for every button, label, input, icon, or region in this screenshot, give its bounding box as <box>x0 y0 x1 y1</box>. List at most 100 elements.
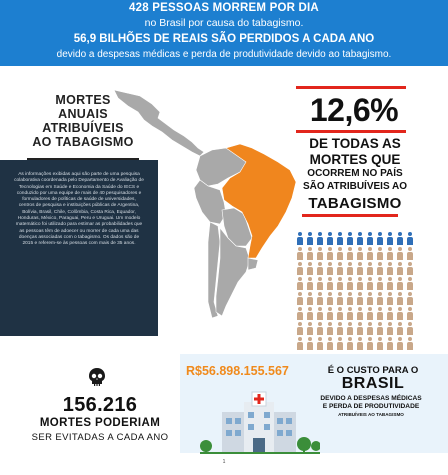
person-icon <box>406 277 413 290</box>
person-icon <box>366 232 373 245</box>
person-icon <box>296 322 303 335</box>
person-icon <box>366 247 373 260</box>
banner-cost-per-year: 56,9 BILHÕES DE REAIS SÃO PERDIDOS A CAD… <box>73 33 375 45</box>
deaths-line-1: MORTES PODERIAM <box>39 417 161 429</box>
banner-cost-subtitle: devido a despesas médicas e perda de pro… <box>56 49 392 60</box>
cost-value: R$56.898.155.567 <box>186 364 289 378</box>
banner-deaths-per-day: 428 PESSOAS MORREM POR DIA <box>129 2 319 14</box>
person-icon <box>316 232 323 245</box>
person-icon <box>326 307 333 320</box>
percent-text-line-2: MORTES QUE <box>309 152 401 167</box>
person-icon <box>356 277 363 290</box>
person-icon <box>406 292 413 305</box>
percent-text-line-3: OCORREM NO PAÍS <box>307 168 403 179</box>
person-icon <box>346 322 353 335</box>
person-icon <box>336 292 343 305</box>
person-icon <box>406 322 413 335</box>
left-title-line-3: ATRIBUÍVEIS <box>42 121 124 135</box>
deaths-number: 156.216 <box>62 394 138 416</box>
person-icon <box>316 262 323 275</box>
person-icon <box>306 322 313 335</box>
person-icon <box>386 247 393 260</box>
person-icon <box>356 307 363 320</box>
cost-line-3-4: DEVIDO A DESPESAS MÉDICAS E PERDA DE PRO… <box>302 395 440 410</box>
percent-text-line-5: TABAGISMO <box>308 195 402 212</box>
person-icon <box>296 262 303 275</box>
person-icon <box>346 292 353 305</box>
page-number: 1 <box>222 459 226 465</box>
person-icon <box>376 337 383 350</box>
percent-text-line-1: DE TODAS AS <box>309 136 401 151</box>
person-icon <box>296 232 303 245</box>
person-icon <box>316 247 323 260</box>
person-icon <box>306 277 313 290</box>
banner-deaths-subtitle: no Brasil por causa do tabagismo. <box>144 17 304 29</box>
person-icon <box>326 277 333 290</box>
map-peru <box>193 179 227 225</box>
person-icon <box>386 292 393 305</box>
cost-line-3: DEVIDO A DESPESAS MÉDICAS <box>320 395 422 402</box>
person-icon <box>326 262 333 275</box>
person-icon <box>376 307 383 320</box>
person-icon <box>336 307 343 320</box>
person-icon <box>316 277 323 290</box>
person-icon <box>306 262 313 275</box>
person-icon <box>296 277 303 290</box>
person-icon <box>356 247 363 260</box>
left-title-underline <box>27 158 139 160</box>
person-icon <box>326 292 333 305</box>
person-icon <box>406 247 413 260</box>
person-icon <box>396 292 403 305</box>
person-icon <box>346 247 353 260</box>
person-icon <box>396 262 403 275</box>
person-icon <box>376 247 383 260</box>
person-icon <box>386 307 393 320</box>
person-icon <box>366 322 373 335</box>
person-icon <box>336 247 343 260</box>
percent-top-rule <box>296 86 406 89</box>
person-icon <box>406 232 413 245</box>
person-icon <box>306 337 313 350</box>
person-icon <box>326 337 333 350</box>
person-icon <box>346 232 353 245</box>
person-icon <box>316 307 323 320</box>
person-icon <box>316 337 323 350</box>
person-icon <box>406 307 413 320</box>
top-banner: 428 PESSOAS MORREM POR DIA no Brasil por… <box>0 0 448 66</box>
person-icon <box>336 322 343 335</box>
south-america-map <box>113 89 297 319</box>
person-icon <box>386 277 393 290</box>
map-mexico-central-america <box>113 89 205 157</box>
person-icon <box>346 277 353 290</box>
map-argentina <box>215 227 251 317</box>
percent-bottom-rule <box>296 130 406 133</box>
person-icon <box>296 307 303 320</box>
person-icon <box>336 337 343 350</box>
person-icon <box>356 292 363 305</box>
cost-line-5: ATRIBUÍVEIS AO TABAGISMO <box>338 412 404 417</box>
person-icon <box>396 232 403 245</box>
person-icon <box>326 247 333 260</box>
person-icon <box>396 247 403 260</box>
person-icon <box>396 322 403 335</box>
person-icon <box>296 292 303 305</box>
person-icon <box>356 232 363 245</box>
hospital-building-icon <box>200 391 320 454</box>
left-title-line-2: ANUAIS <box>58 107 108 121</box>
cost-line-4: E PERDA DE PRODUTIVIDADE <box>322 402 420 410</box>
person-icon <box>356 337 363 350</box>
person-icon <box>376 277 383 290</box>
person-icon <box>316 292 323 305</box>
person-icon <box>336 277 343 290</box>
person-icon <box>306 292 313 305</box>
cost-line-2: BRASIL <box>341 375 405 392</box>
person-icon <box>346 337 353 350</box>
percent-end-rule <box>302 214 398 217</box>
person-icon <box>406 337 413 350</box>
left-title-line-1: MORTES <box>55 93 111 107</box>
person-icon <box>396 277 403 290</box>
person-icon <box>376 322 383 335</box>
person-icon <box>396 337 403 350</box>
person-icon <box>376 292 383 305</box>
percent-value: 12,6% <box>309 92 399 128</box>
